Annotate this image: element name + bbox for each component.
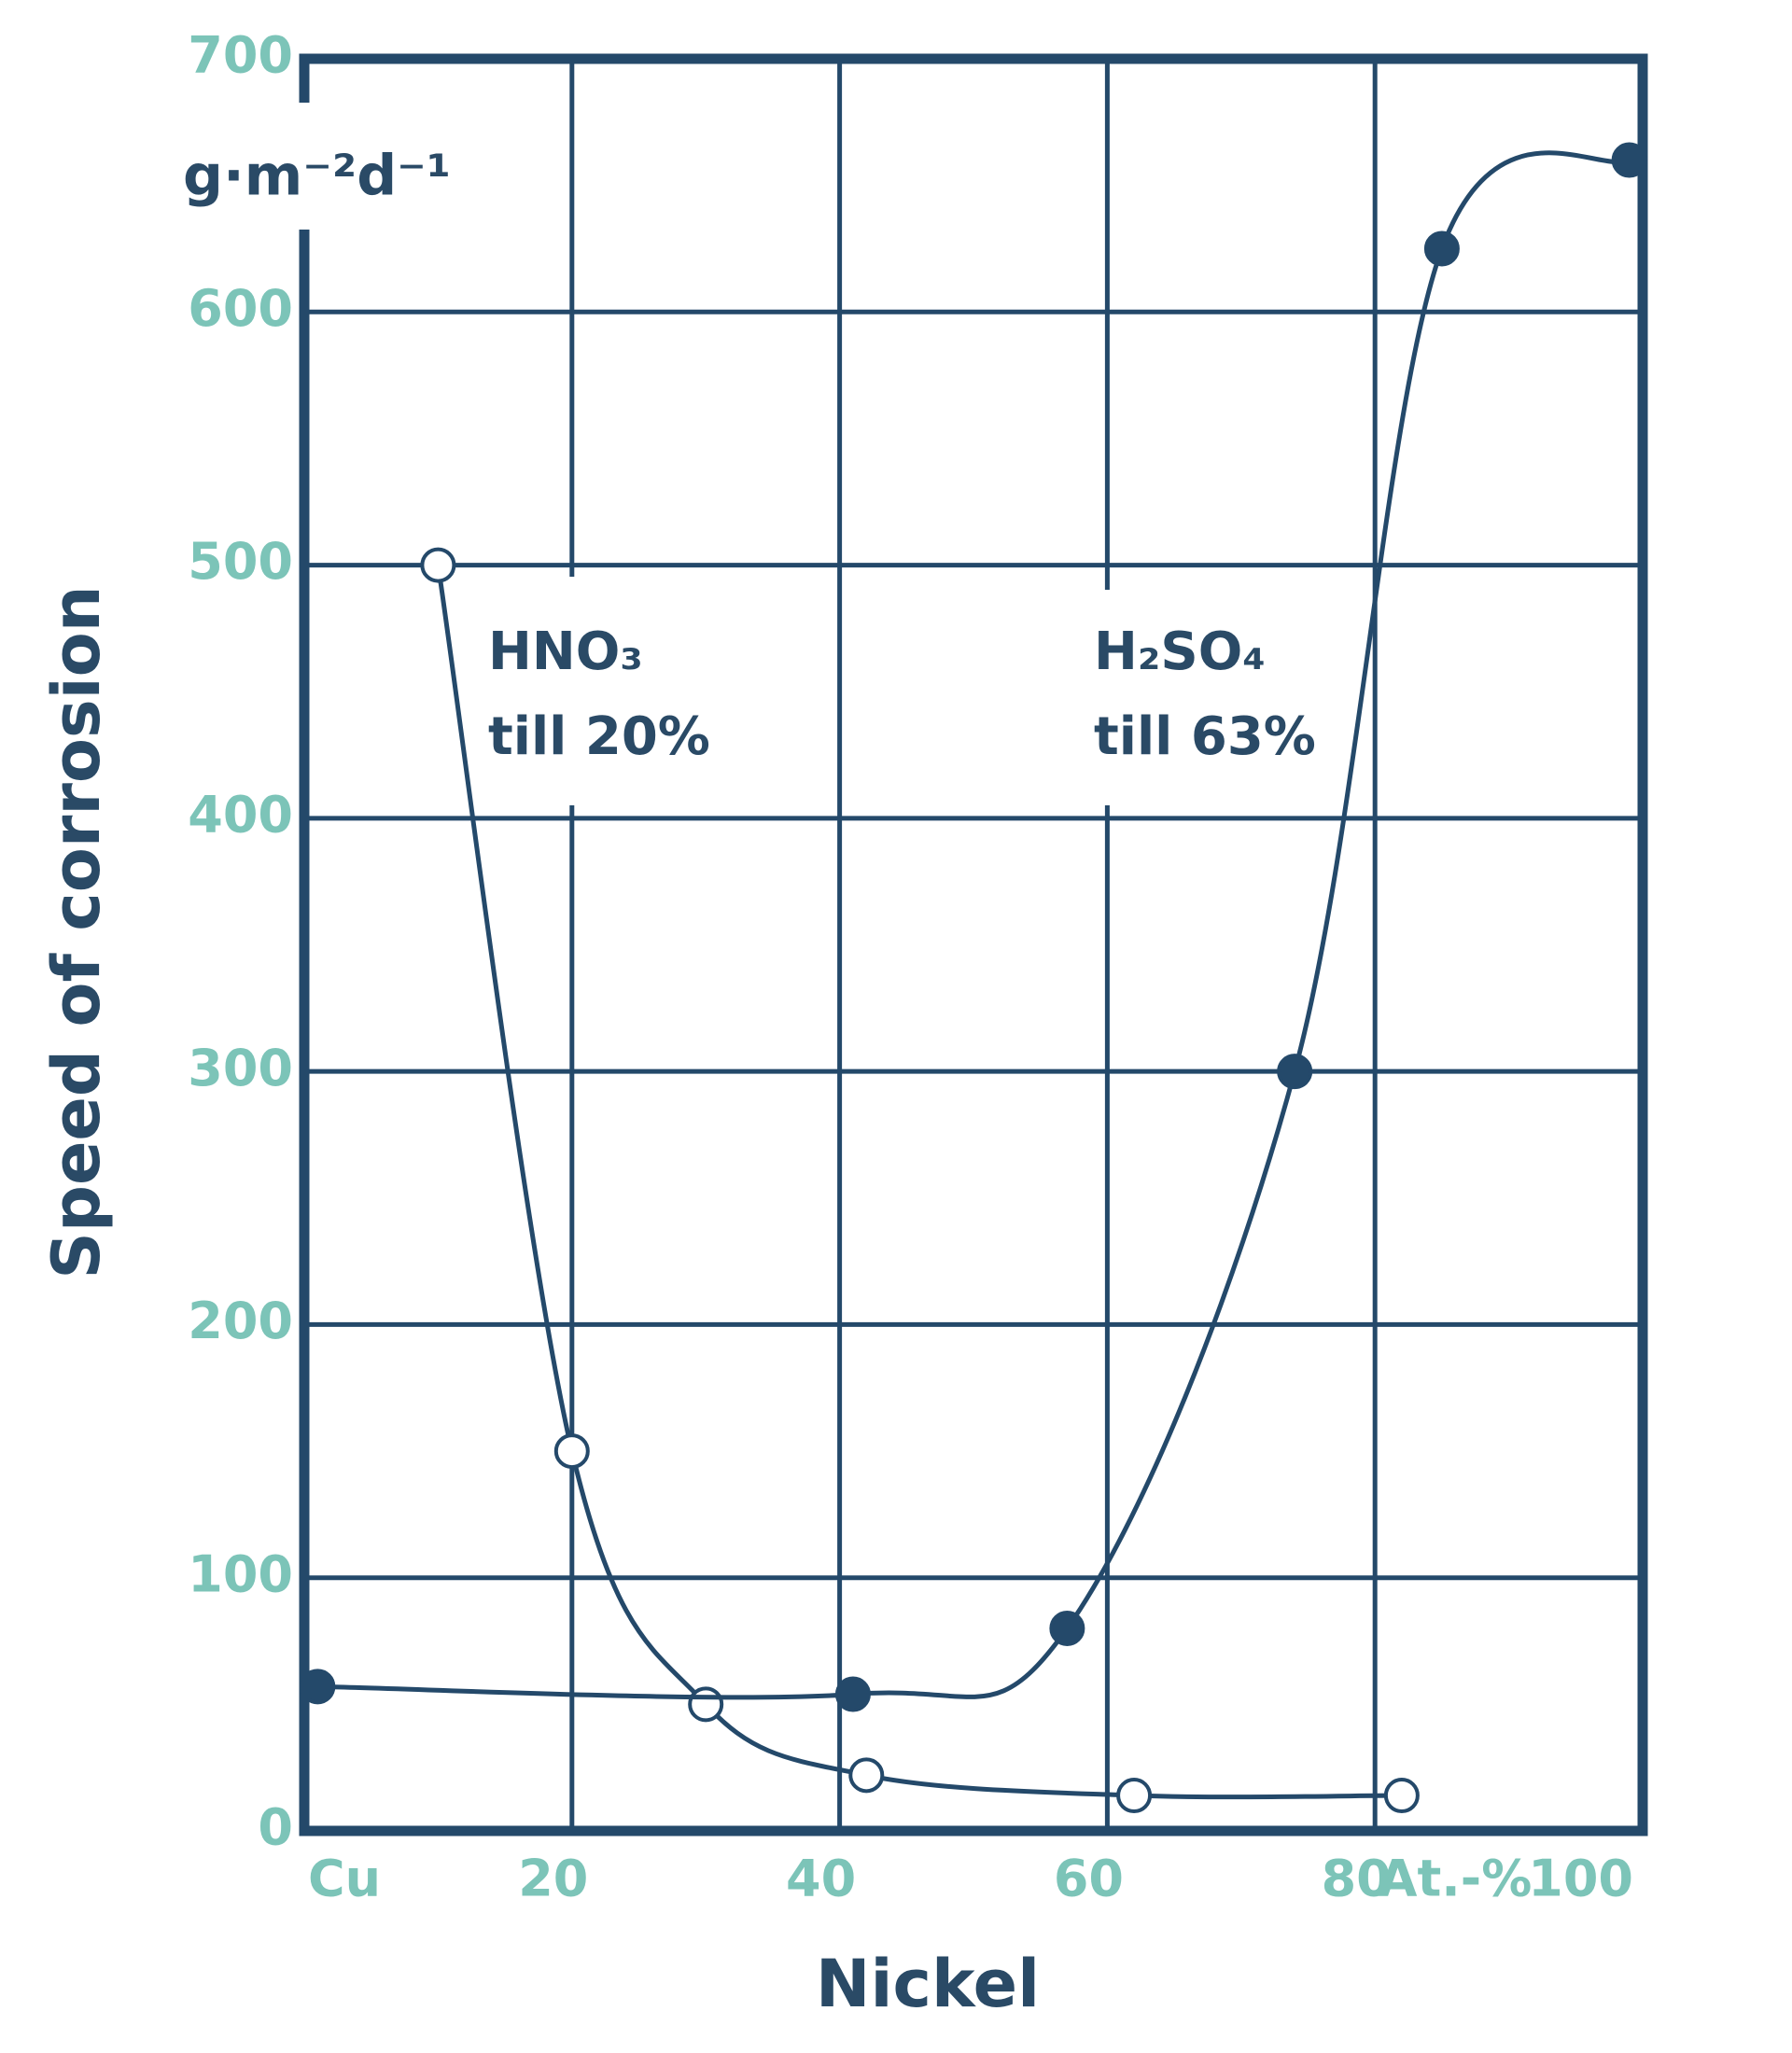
annotation: H₂SO₄ — [1094, 621, 1266, 682]
x-tick-label: 60 — [1054, 1850, 1124, 1908]
data-point — [1383, 1778, 1420, 1814]
x-tick-label: 80 — [1322, 1850, 1392, 1908]
annotation: till 63% — [1094, 706, 1316, 767]
y-tick-label: 0 — [258, 1798, 293, 1857]
annotation-box — [1087, 590, 1342, 805]
y-tick-label: 500 — [188, 532, 293, 591]
y-tick-label: 300 — [188, 1039, 293, 1097]
y-tick-label: 200 — [188, 1292, 293, 1350]
data-point — [1277, 1054, 1313, 1090]
x-unit: At.-% — [1379, 1850, 1533, 1908]
data-point — [688, 1686, 724, 1723]
data-point — [1423, 230, 1460, 267]
data-point — [420, 547, 456, 583]
y-axis-title: Speed of corrosion — [38, 585, 115, 1278]
y-tick-label: 100 — [188, 1544, 293, 1603]
annotation: till 20% — [488, 706, 710, 767]
y-unit: g·m⁻²d⁻¹ — [183, 144, 451, 209]
data-point — [553, 1433, 590, 1470]
x-axis-title: Nickel — [816, 1946, 1040, 2022]
x-tick-label: Cu — [308, 1850, 381, 1908]
data-point — [848, 1757, 885, 1794]
data-point — [1116, 1778, 1153, 1814]
data-point — [834, 1676, 871, 1712]
x-tick-label: 20 — [518, 1850, 588, 1908]
plot-frame — [299, 53, 1648, 1837]
annotation: HNO₃ — [488, 621, 643, 682]
x-tick-label: 40 — [786, 1850, 856, 1908]
x-tick-label: 100 — [1528, 1850, 1633, 1908]
y-tick-label: 400 — [188, 785, 293, 844]
grid — [299, 53, 1648, 1837]
series-line — [317, 150, 1631, 1700]
data-point — [300, 1669, 336, 1705]
annotation-box — [465, 577, 721, 805]
y-tick-label: 700 — [188, 26, 293, 85]
data-point — [1611, 142, 1647, 178]
unit-box — [150, 103, 455, 230]
y-tick-label: 600 — [188, 279, 293, 338]
data-point — [1049, 1610, 1085, 1646]
